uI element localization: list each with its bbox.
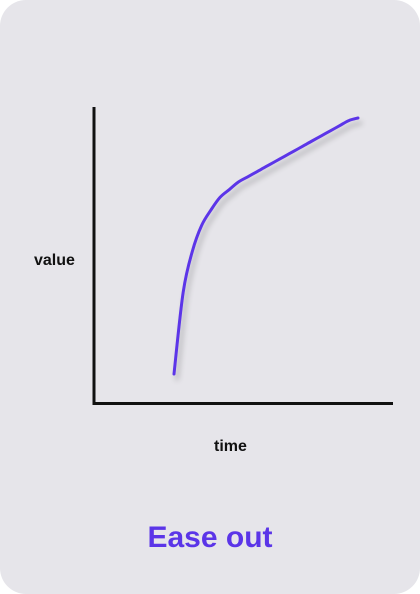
x-axis-label: time [214, 438, 247, 455]
y-axis-label: value [34, 252, 75, 269]
easing-title: Ease out [147, 521, 273, 554]
ease-out-curve [172, 116, 360, 376]
